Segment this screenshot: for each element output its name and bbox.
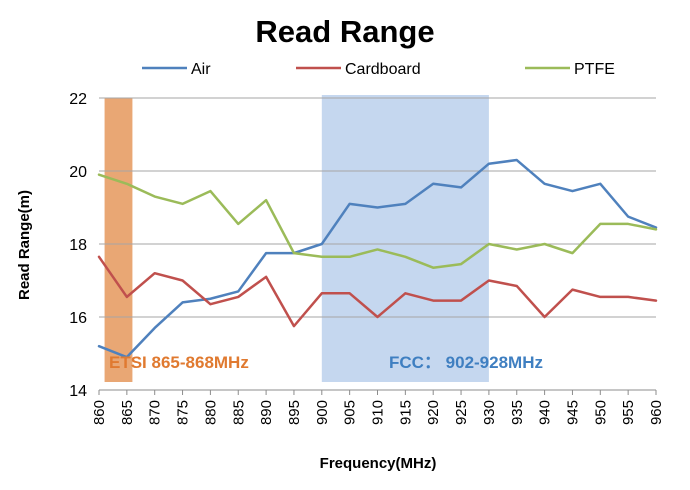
x-tick-label: 955 [620, 400, 637, 425]
series-lines [97, 158, 658, 359]
band-label: FCC： 902-928MHz [389, 353, 543, 372]
series-line-cardboard [97, 255, 658, 328]
x-tick-labels: 860 865 870 875 880 885 890 895 900 905 910 915 920 9… [91, 390, 665, 425]
band-labels: ETSI 865-868MHz FCC： 902-928MHz [109, 353, 543, 372]
x-tick-label: 890 [258, 400, 275, 425]
x-tick-label: 870 [147, 400, 164, 425]
chart-title: Read Range [255, 14, 434, 49]
legend-label: Air [191, 61, 211, 78]
x-tick-label: 905 [342, 400, 359, 425]
x-tick-label: 880 [202, 400, 219, 425]
legend-label: Cardboard [345, 61, 421, 78]
gridlines [99, 97, 656, 391]
x-axis-label: Frequency(MHz) [320, 455, 437, 472]
x-tick-label: 910 [370, 400, 387, 425]
y-tick-label: 22 [69, 91, 87, 108]
x-tick-label: 875 [175, 400, 192, 425]
band-rect [321, 95, 489, 382]
x-tick-label: 925 [453, 400, 470, 425]
y-tick-label: 14 [69, 383, 87, 400]
band-rect [104, 98, 133, 382]
x-tick-label: 860 [91, 400, 108, 425]
y-tick-label: 16 [69, 310, 87, 327]
y-tick-labels: 14 16 18 20 22 [69, 91, 87, 400]
x-tick-label: 895 [286, 400, 303, 425]
y-axis-label: Read Range(m) [16, 190, 33, 300]
x-tick-label: 930 [481, 400, 498, 425]
x-tick-label: 950 [592, 400, 609, 425]
frequency-bands [104, 95, 489, 382]
x-tick-label: 960 [648, 400, 665, 425]
series-line-air [97, 158, 658, 359]
series-line-ptfe [97, 173, 658, 269]
x-tick-label: 935 [509, 400, 526, 425]
band-label: ETSI 865-868MHz [109, 353, 249, 372]
x-tick-label: 915 [397, 400, 414, 425]
x-tick-label: 865 [119, 400, 136, 425]
x-tick-label: 900 [314, 400, 331, 425]
y-tick-label: 18 [69, 237, 87, 254]
y-tick-label: 20 [69, 164, 87, 181]
legend: Air Cardboard PTFE [142, 61, 615, 78]
x-tick-label: 885 [230, 400, 247, 425]
x-tick-label: 940 [537, 400, 554, 425]
x-tick-label: 945 [564, 400, 581, 425]
x-tick-label: 920 [425, 400, 442, 425]
legend-label: PTFE [574, 61, 615, 78]
